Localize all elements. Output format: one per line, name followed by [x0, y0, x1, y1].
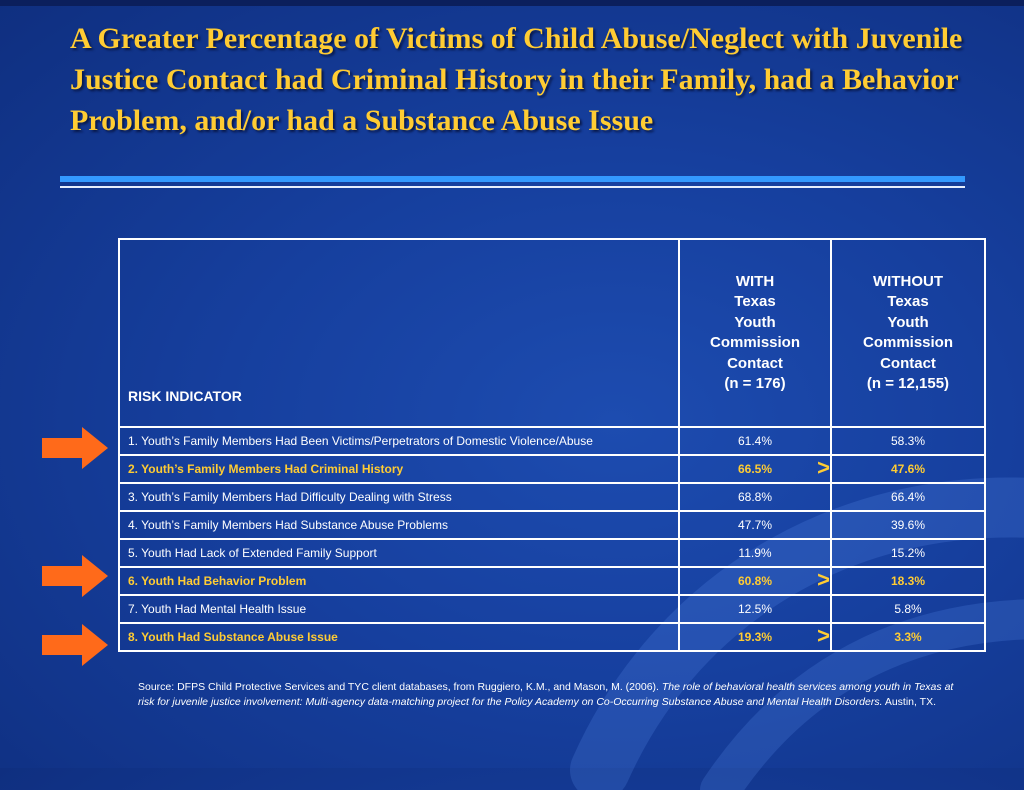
- source-citation: Source: DFPS Child Protective Services a…: [138, 680, 968, 710]
- arrow-right-icon: [42, 624, 108, 666]
- row-with-value: 12.5%: [678, 594, 832, 624]
- greater-than-marker: >: [817, 455, 830, 480]
- table-row: 3. Youth’s Family Members Had Difficulty…: [118, 482, 986, 512]
- table-row: 1. Youth’s Family Members Had Been Victi…: [118, 426, 986, 456]
- table-row: 7. Youth Had Mental Health Issue 12.5% 5…: [118, 594, 986, 624]
- header-with-tyc: WITH Texas Youth Commission Contact (n =…: [678, 238, 832, 428]
- row-with-value: 60.8%: [737, 574, 773, 588]
- title-rule-thick: [60, 176, 965, 182]
- row-label: 3. Youth’s Family Members Had Difficulty…: [118, 482, 680, 512]
- table-row-highlighted: 2. Youth’s Family Members Had Criminal H…: [118, 454, 986, 484]
- row-with-cell: 66.5% >: [678, 454, 832, 484]
- table-row-highlighted: 6. Youth Had Behavior Problem 60.8% > 18…: [118, 566, 986, 596]
- title-rule-thin: [60, 186, 965, 188]
- row-label: 4. Youth’s Family Members Had Substance …: [118, 510, 680, 540]
- source-title: The role of behavioral health services a…: [138, 681, 954, 708]
- row-without-value: 58.3%: [830, 426, 986, 456]
- table-row: 4. Youth’s Family Members Had Substance …: [118, 510, 986, 540]
- header-risk-indicator: RISK INDICATOR: [118, 238, 680, 428]
- row-without-value: 47.6%: [830, 454, 986, 484]
- arrow-right-icon: [42, 427, 108, 469]
- row-with-value: 66.5%: [737, 462, 773, 476]
- row-with-value: 61.4%: [678, 426, 832, 456]
- top-bar: [0, 0, 1024, 6]
- row-label: 1. Youth’s Family Members Had Been Victi…: [118, 426, 680, 456]
- row-without-value: 3.3%: [830, 622, 986, 652]
- row-without-value: 15.2%: [830, 538, 986, 568]
- slide-title: A Greater Percentage of Victims of Child…: [70, 22, 963, 137]
- row-with-value: 47.7%: [678, 510, 832, 540]
- greater-than-marker: >: [817, 567, 830, 592]
- greater-than-marker: >: [817, 623, 830, 648]
- row-without-value: 39.6%: [830, 510, 986, 540]
- source-suffix: Austin, TX.: [882, 696, 936, 708]
- risk-indicator-table: RISK INDICATOR WITH Texas Youth Commissi…: [118, 238, 986, 652]
- row-label: 8. Youth Had Substance Abuse Issue: [118, 622, 680, 652]
- arrow-right-icon: [42, 555, 108, 597]
- row-label: 6. Youth Had Behavior Problem: [118, 566, 680, 596]
- row-with-value: 19.3%: [737, 630, 773, 644]
- row-without-value: 5.8%: [830, 594, 986, 624]
- table-header-row: RISK INDICATOR WITH Texas Youth Commissi…: [118, 238, 986, 428]
- row-with-value: 11.9%: [678, 538, 832, 568]
- row-label: 2. Youth’s Family Members Had Criminal H…: [118, 454, 680, 484]
- row-label: 7. Youth Had Mental Health Issue: [118, 594, 680, 624]
- source-prefix: Source: DFPS Child Protective Services a…: [138, 681, 662, 693]
- header-without-tyc: WITHOUT Texas Youth Commission Contact (…: [830, 238, 986, 428]
- row-without-value: 66.4%: [830, 482, 986, 512]
- row-with-cell: 19.3% >: [678, 622, 832, 652]
- row-with-cell: 60.8% >: [678, 566, 832, 596]
- table-row-highlighted: 8. Youth Had Substance Abuse Issue 19.3%…: [118, 622, 986, 652]
- row-with-value: 68.8%: [678, 482, 832, 512]
- row-without-value: 18.3%: [830, 566, 986, 596]
- row-label: 5. Youth Had Lack of Extended Family Sup…: [118, 538, 680, 568]
- table-row: 5. Youth Had Lack of Extended Family Sup…: [118, 538, 986, 568]
